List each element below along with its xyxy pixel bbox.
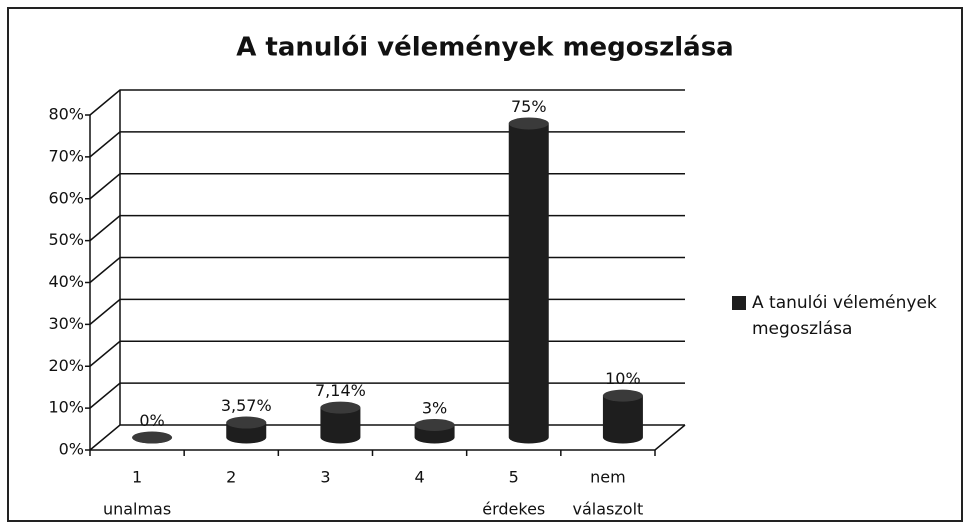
bar [320, 401, 361, 444]
bar-top [226, 416, 267, 429]
y-tick-label: 40% [48, 272, 84, 291]
bar-body [320, 407, 361, 444]
legend-label: A tanulói vélemények megoszlása [752, 293, 937, 339]
chart-title: A tanulói vélemények megoszlása [236, 33, 733, 63]
bar-top [320, 401, 361, 414]
y-tick-label: 70% [48, 146, 84, 165]
data-label: 0% [139, 411, 164, 430]
bar [602, 389, 643, 444]
grid-line [89, 256, 685, 284]
bar-body [508, 123, 549, 444]
bar-top [508, 117, 549, 130]
x-tick-label: nem [590, 468, 626, 487]
x-tick-label: 2 [226, 468, 236, 487]
data-label: 3% [422, 398, 447, 417]
y-tick-label: 30% [48, 314, 84, 333]
x-tick-label: 3 [320, 468, 330, 487]
y-tick-label: 60% [48, 188, 84, 207]
x-tick-label: válaszolt [573, 500, 644, 519]
y-tick-label: 0% [59, 440, 84, 459]
grid-line [89, 214, 685, 242]
bar [132, 431, 173, 444]
x-tick-label: unalmas [103, 500, 171, 519]
y-tick-label: 10% [48, 398, 84, 417]
bar [508, 117, 549, 444]
grid-line [89, 89, 685, 116]
x-tick-label: érdekes [482, 500, 545, 519]
data-label: 75% [511, 97, 547, 116]
grid-line [89, 173, 685, 200]
grid-line [89, 131, 685, 158]
x-tick-label: 1 [132, 468, 142, 487]
bar-body [602, 395, 643, 444]
bar-top [132, 431, 173, 444]
data-label: 10% [605, 369, 641, 388]
grid-line [89, 298, 685, 325]
grid-line [89, 424, 685, 451]
legend: A tanulói vélemények megoszlása [732, 290, 966, 342]
legend-swatch [732, 296, 746, 310]
data-label: 3,57% [221, 396, 272, 415]
bar [414, 418, 455, 444]
y-tick-label: 80% [48, 105, 84, 124]
y-tick-label: 20% [48, 356, 84, 375]
grid-line [89, 340, 685, 367]
chart-border [7, 7, 963, 522]
data-label: 7,14% [315, 381, 366, 400]
x-tick-label: 4 [414, 468, 424, 487]
bar [226, 416, 267, 444]
bar-top [414, 418, 455, 431]
bar-top [602, 389, 643, 402]
grid-line [89, 382, 685, 409]
x-tick-label: 5 [509, 468, 519, 487]
bar-body [226, 422, 267, 444]
y-tick-label: 50% [48, 230, 84, 249]
